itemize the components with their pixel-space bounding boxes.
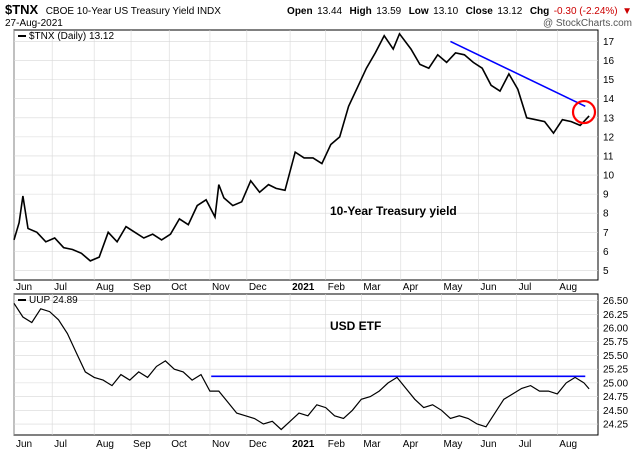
yield-series-line xyxy=(13,32,590,262)
yield-plot-frame xyxy=(13,29,599,281)
yield-legend: $TNX (Daily) 13.12 xyxy=(18,31,114,42)
p2-x-tick-label: Jul xyxy=(519,439,532,450)
p2-x-tick-label: Dec xyxy=(249,439,267,450)
p1-y-tick-label: 5 xyxy=(603,266,609,277)
p2-y-tick-label: 25.25 xyxy=(603,365,628,376)
p1-x-tick-label: Jun xyxy=(16,282,32,293)
p2-y-tick-label: 26.50 xyxy=(603,296,628,307)
p1-x-tick-label: Apr xyxy=(403,282,419,293)
p2-x-tick-label: Mar xyxy=(363,439,381,450)
usd-etf-panel: 24.25 24.50 24.75 25.00 25.25 25.50 25.75 26.00… xyxy=(13,293,628,450)
yield-annotation: 10-Year Treasury yield xyxy=(330,204,457,218)
watermark: @ StockCharts.com xyxy=(543,18,632,29)
p1-x-tick-label: Jul xyxy=(519,282,532,293)
yield-x-axis: Jun Jul Aug Sep Oct Nov Dec 2021 Feb Mar Apr May Jun… xyxy=(16,282,577,293)
p2-y-tick-label: 24.75 xyxy=(603,392,628,403)
symbol-title: $TNX CBOE 10-Year US Treasury Yield INDX xyxy=(5,1,221,18)
yield-highlight-circle xyxy=(571,99,597,125)
usd-y-axis: 24.25 24.50 24.75 25.00 25.25 25.50 25.75 26.00… xyxy=(603,296,628,430)
p1-y-tick-label: 17 xyxy=(603,37,615,48)
p1-y-tick-label: 12 xyxy=(603,132,615,143)
p1-y-tick-label: 15 xyxy=(603,75,615,86)
p1-x-tick-label: 2021 xyxy=(292,282,315,293)
p1-x-tick-label: Sep xyxy=(133,282,151,293)
yield-downtrend-line xyxy=(450,40,586,108)
p2-x-tick-label: Sep xyxy=(133,439,151,450)
yield-y-axis: 5 6 7 8 9 10 11 12 13 14 15 16 17 xyxy=(603,37,615,277)
p2-y-tick-label: 25.75 xyxy=(603,337,628,348)
chart-header: $TNX CBOE 10-Year US Treasury Yield INDX… xyxy=(5,1,632,29)
p2-x-tick-label: May xyxy=(444,439,463,450)
p1-x-tick-label: May xyxy=(444,282,463,293)
p1-x-tick-label: Dec xyxy=(249,282,267,293)
p1-x-tick-label: Aug xyxy=(559,282,577,293)
p1-x-tick-label: Jul xyxy=(54,282,67,293)
usd-annotation: USD ETF xyxy=(330,319,381,333)
p2-x-tick-label: Feb xyxy=(328,439,346,450)
usd-plot-frame xyxy=(13,293,599,436)
p2-x-tick-label: Aug xyxy=(96,439,114,450)
p2-y-tick-label: 24.50 xyxy=(603,406,628,417)
usd-legend-label: UUP 24.89 xyxy=(29,295,78,306)
usd-x-axis: Jun Jul Aug Sep Oct Nov Dec 2021 Feb Mar Apr May Jun… xyxy=(16,439,577,450)
p1-y-tick-label: 9 xyxy=(603,190,609,201)
p1-y-tick-label: 8 xyxy=(603,209,609,220)
p2-y-tick-label: 26.00 xyxy=(603,324,628,335)
p2-x-tick-label: Apr xyxy=(403,439,419,450)
p1-y-tick-label: 10 xyxy=(603,171,615,182)
p1-y-tick-label: 11 xyxy=(603,151,614,162)
p1-x-tick-label: Feb xyxy=(328,282,346,293)
ohlc-readout: Open 13.44 High 13.59 Low 13.10 Close 13… xyxy=(287,1,632,18)
p2-y-tick-label: 25.00 xyxy=(603,378,628,389)
usd-legend: UUP 24.89 xyxy=(18,295,78,306)
p2-x-tick-label: 2021 xyxy=(292,439,315,450)
p1-y-tick-label: 13 xyxy=(603,113,615,124)
p1-x-tick-label: Aug xyxy=(96,282,114,293)
yield-legend-label: $TNX (Daily) 13.12 xyxy=(29,31,114,42)
p1-y-tick-label: 16 xyxy=(603,56,615,67)
p1-x-tick-label: Oct xyxy=(171,282,187,293)
p1-y-tick-label: 6 xyxy=(603,247,609,258)
p2-y-tick-label: 26.25 xyxy=(603,310,628,321)
p2-x-tick-label: Jun xyxy=(16,439,32,450)
p2-x-tick-label: Jul xyxy=(54,439,67,450)
p1-y-tick-label: 7 xyxy=(603,228,609,239)
p1-x-tick-label: Nov xyxy=(212,282,230,293)
p1-x-tick-label: Mar xyxy=(363,282,381,293)
usd-series-line xyxy=(13,302,590,431)
chart-date: 27-Aug-2021 xyxy=(5,18,63,29)
p2-x-tick-label: Jun xyxy=(480,439,496,450)
p2-y-tick-label: 25.50 xyxy=(603,351,628,362)
p2-y-tick-label: 24.25 xyxy=(603,420,628,431)
p2-x-tick-label: Aug xyxy=(559,439,577,450)
p2-x-tick-label: Nov xyxy=(212,439,230,450)
yield-panel: 5 6 7 8 9 10 11 12 13 14 15 16 17 Jun Jul Aug Sep Oct Nov… xyxy=(13,29,615,293)
p2-x-tick-label: Oct xyxy=(171,439,187,450)
p1-y-tick-label: 14 xyxy=(603,94,615,105)
p1-x-tick-label: Jun xyxy=(480,282,496,293)
